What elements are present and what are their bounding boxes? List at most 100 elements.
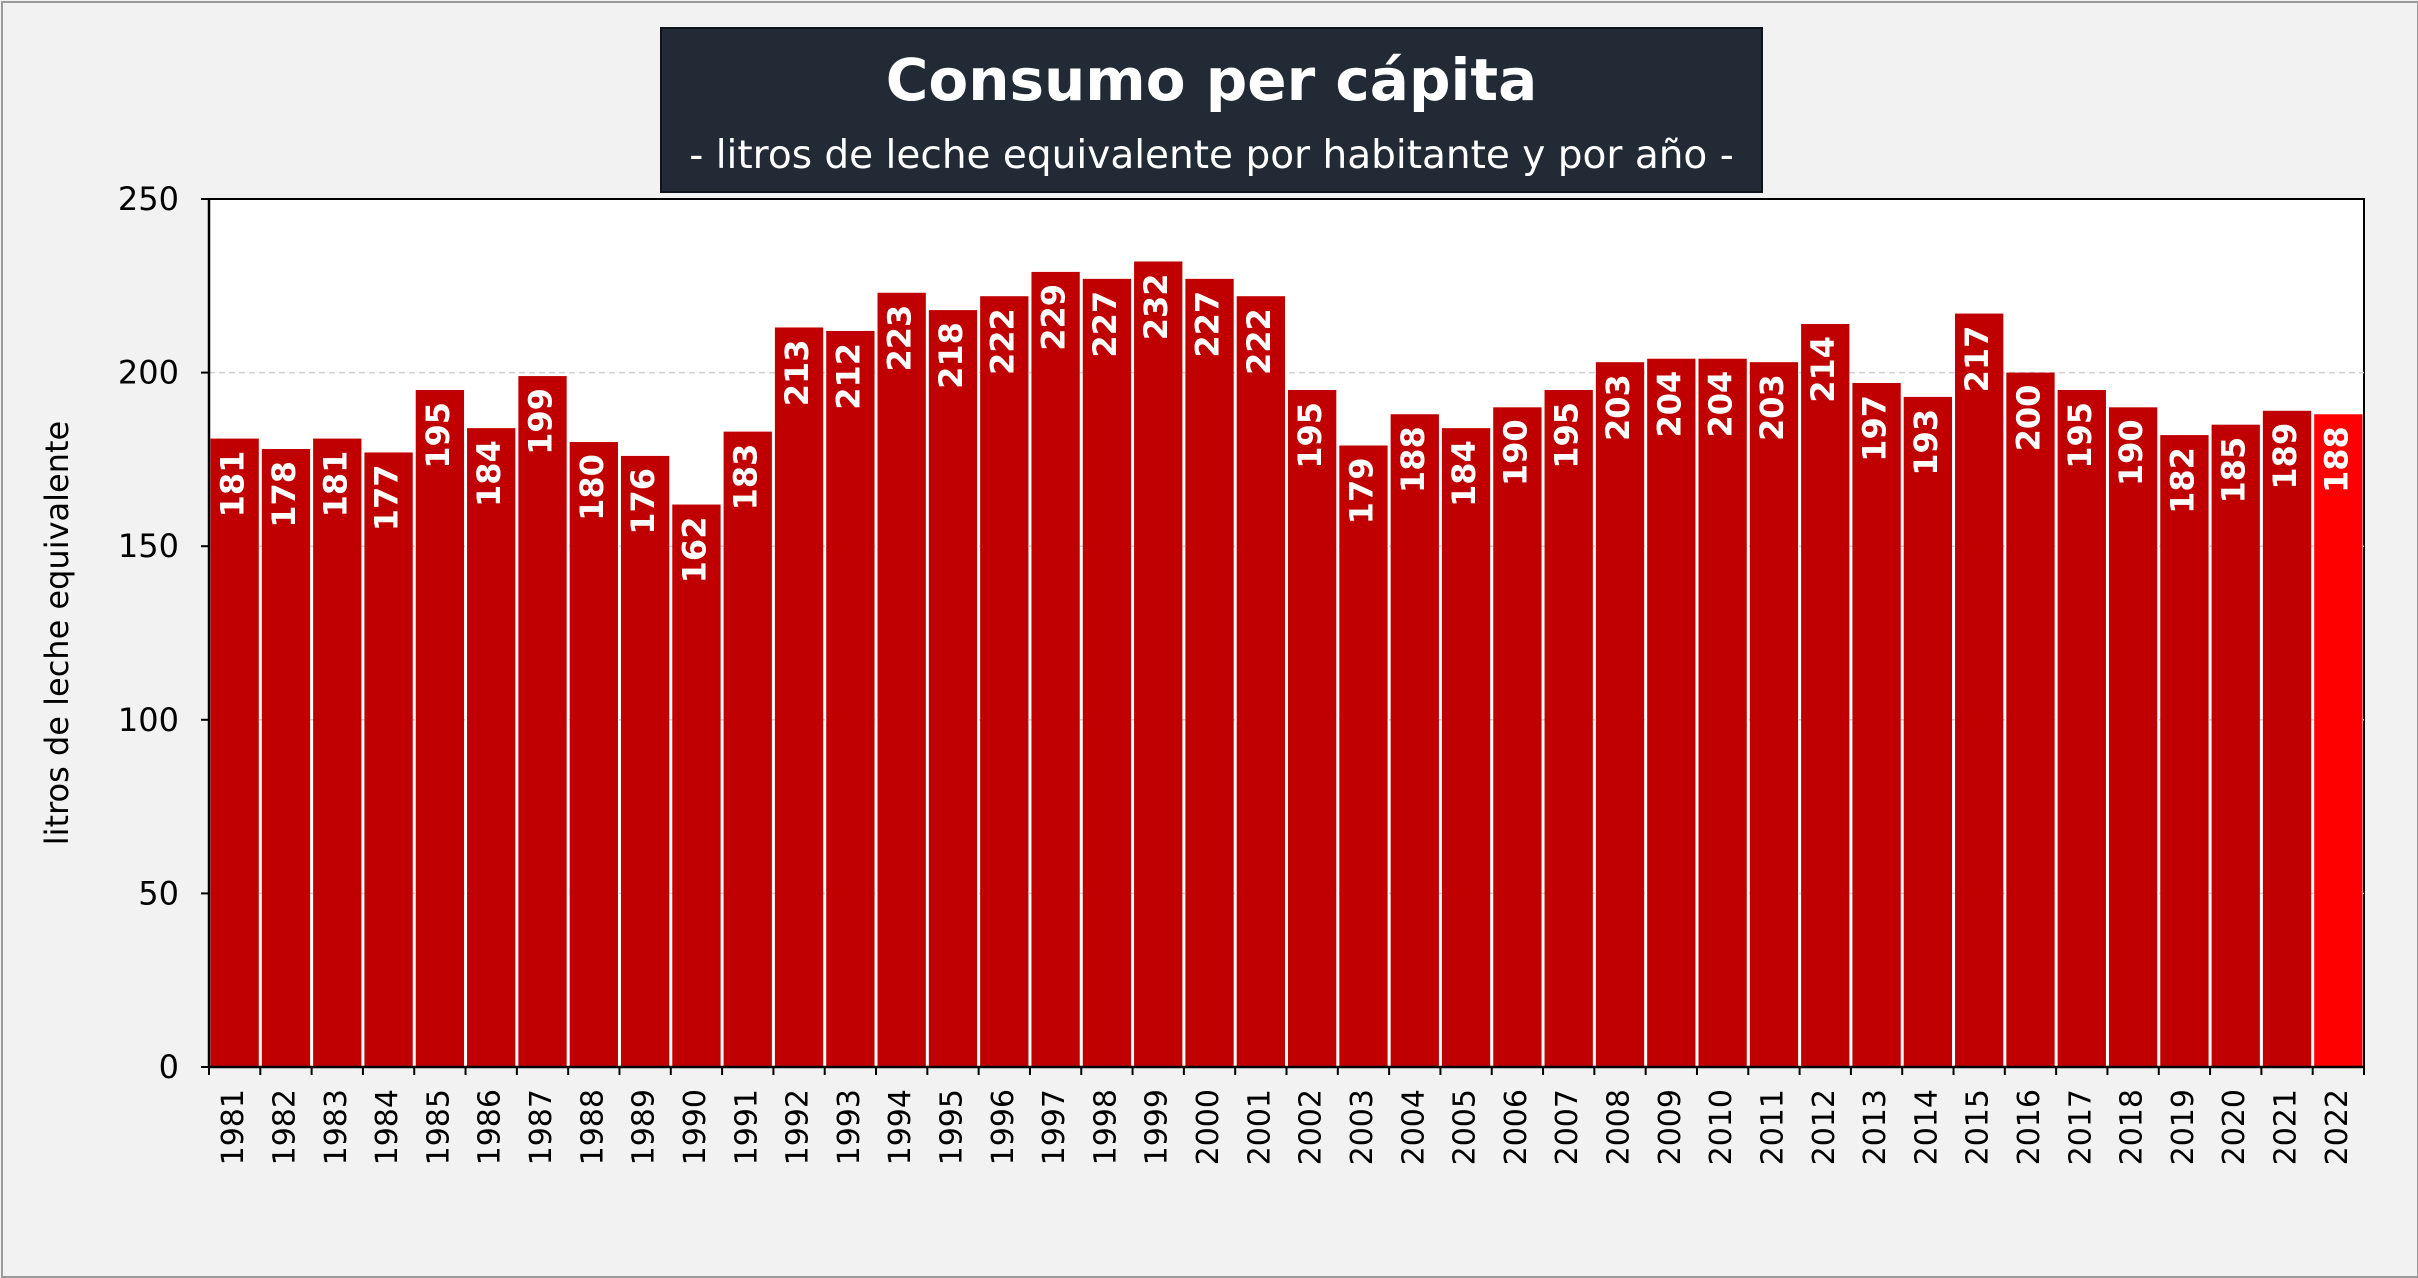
y-tick-label: 250 [118,180,179,218]
x-tick-label-2011: 2011 [1755,1089,1790,1165]
bar-1988 [569,442,618,1067]
data-label-1990: 162 [675,517,713,584]
data-label-1991: 183 [727,444,765,511]
bar-2005 [1441,428,1491,1068]
bar-1992 [774,327,824,1067]
y-tick-label: 200 [118,354,179,392]
x-tick-label-2017: 2017 [2063,1089,2098,1165]
x-tick-label-1999: 1999 [1140,1089,1175,1165]
y-tick-label: 150 [118,527,179,565]
bar-1990 [672,504,721,1067]
axes: 0 50 100 150 200 250 1981 1982 1983 1984 1985 1986 1… [118,180,2365,1165]
x-tick-label-2003: 2003 [1345,1089,1380,1165]
data-label-2009: 204 [1650,371,1688,438]
data-label-1993: 212 [829,343,867,410]
data-label-2006: 190 [1496,419,1534,486]
bar-1982 [261,448,311,1067]
data-label-2003: 179 [1342,458,1380,525]
data-label-1983: 181 [316,451,354,518]
data-label-2012: 214 [1804,336,1842,403]
x-tick-label-1984: 1984 [370,1089,405,1165]
x-tick-label-1985: 1985 [421,1089,456,1165]
y-tick-label: 0 [159,1048,179,1086]
data-label-2014: 193 [1907,409,1945,476]
x-tick-label-1983: 1983 [319,1089,354,1165]
data-label-2011: 203 [1753,374,1791,441]
x-tick-label-2020: 2020 [2217,1089,2252,1165]
data-label-2010: 204 [1702,371,1740,438]
x-tick-label-2010: 2010 [1704,1089,1739,1165]
bar-2017 [2057,389,2106,1068]
bar-2011 [1749,362,1799,1068]
bar-2008 [1595,362,1645,1068]
bar-1996 [980,296,1029,1067]
bar-2010 [1698,358,1747,1067]
data-label-1986: 184 [470,440,508,507]
bar-1997 [1031,271,1080,1067]
data-label-2015: 217 [1958,326,1996,393]
bar-2004 [1390,414,1439,1067]
x-tick-label-1981: 1981 [216,1089,251,1165]
title-box: Consumo per cápita - litros de leche equ… [660,27,1763,193]
x-tick-label-2009: 2009 [1653,1089,1688,1165]
data-label-1981: 181 [214,451,252,518]
x-tick-label-1986: 1986 [473,1089,508,1165]
bar-1986 [467,428,516,1068]
bar-2013 [1852,383,1901,1067]
plot-area [208,198,2365,1068]
data-label-2018: 190 [2112,419,2150,486]
data-label-1994: 223 [881,305,919,372]
bar-1995 [928,310,978,1067]
data-label-1995: 218 [932,322,970,389]
chart-title: Consumo per cápita [885,46,1538,114]
data-label-1987: 199 [522,388,560,455]
x-tick-label-2004: 2004 [1396,1089,1431,1165]
bar-2007 [1544,389,1593,1068]
data-label-2020: 185 [2215,437,2253,504]
bar-2014 [1903,396,1953,1067]
data-label-2019: 182 [2163,447,2201,514]
data-label-2008: 203 [1599,374,1637,441]
x-tick-label-1991: 1991 [729,1089,764,1165]
x-tick-label-2018: 2018 [2115,1089,2150,1165]
x-tick-label-1990: 1990 [678,1089,713,1165]
x-tick-label-2008: 2008 [1602,1089,1637,1165]
bar-2019 [2160,435,2209,1067]
data-label-2002: 195 [1291,402,1329,469]
bar-2006 [1493,407,1542,1067]
x-tick-label-2002: 2002 [1294,1089,1329,1165]
x-tick-label-2015: 2015 [1961,1089,1996,1165]
x-tick-label-2000: 2000 [1191,1089,1226,1165]
bar-2018 [2108,407,2158,1067]
bar-1993 [826,330,875,1067]
bar-1994 [877,292,926,1067]
data-label-1992: 213 [778,339,816,406]
data-label-1998: 227 [1086,291,1124,358]
data-label-1984: 177 [368,464,406,531]
grid-layer [209,371,2364,895]
x-tick-label-2001: 2001 [1242,1089,1277,1165]
data-label-2005: 184 [1445,440,1483,507]
x-tick-label-2019: 2019 [2166,1089,2201,1165]
data-label-2016: 200 [2009,385,2047,452]
x-tick-label-1997: 1997 [1037,1089,1072,1165]
x-tick-label-1988: 1988 [575,1089,610,1165]
data-label-2004: 188 [1394,426,1432,493]
x-tick-label-2012: 2012 [1807,1089,1842,1165]
bar-1989 [620,455,670,1068]
bar-2009 [1647,358,1696,1067]
bar-1983 [313,438,362,1067]
x-tick-label-1998: 1998 [1088,1089,1123,1165]
data-label-2022: 188 [2317,426,2355,493]
bar-2016 [2006,372,2055,1068]
x-tick-label-2014: 2014 [1909,1089,1944,1165]
bar-2022 [2314,414,2363,1067]
data-label-1982: 178 [265,461,303,528]
x-tick-label-1987: 1987 [524,1089,559,1165]
x-tick-label-2016: 2016 [2012,1089,2047,1165]
bar-2000 [1185,278,1234,1068]
bar-2001 [1236,296,1285,1067]
bar-1987 [518,376,567,1067]
x-tick-label-1994: 1994 [883,1089,918,1165]
